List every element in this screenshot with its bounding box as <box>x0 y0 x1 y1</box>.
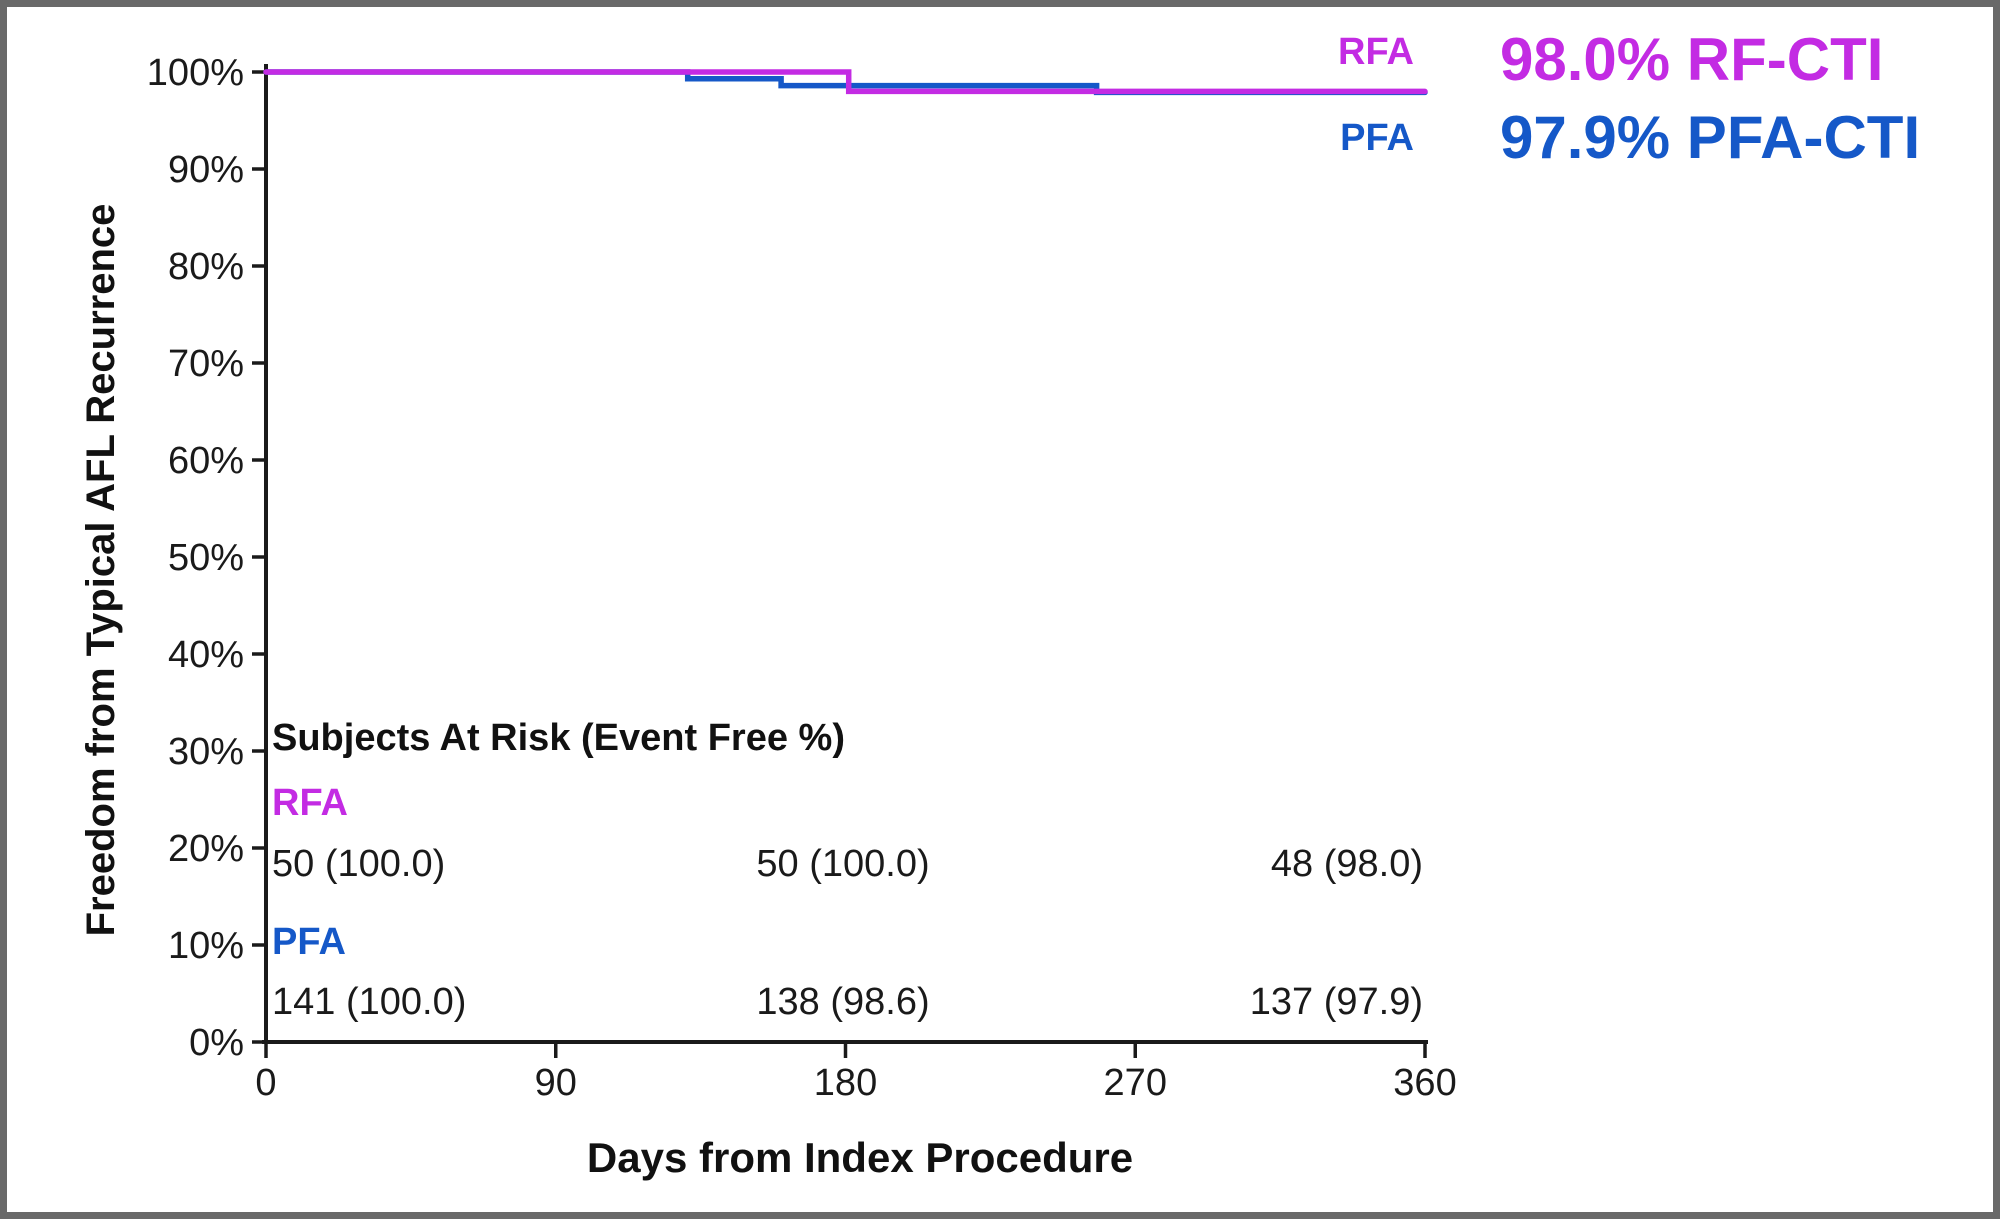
y-tick-label: 90% <box>168 149 244 191</box>
risk-rfa-value-day360: 48 (98.0) <box>1271 843 1423 885</box>
y-tick-label: 0% <box>189 1022 244 1064</box>
x-tick-label: 360 <box>1393 1062 1456 1104</box>
y-axis-title: Freedom from Typical AFL Recurrence <box>79 204 123 937</box>
y-tick-label: 40% <box>168 634 244 676</box>
y-tick-label: 10% <box>168 925 244 967</box>
risk-pfa-value-day0: 141 (100.0) <box>272 981 466 1023</box>
y-tick-label: 60% <box>168 440 244 482</box>
risk-rfa-value-day0: 50 (100.0) <box>272 843 445 885</box>
x-tick-label: 0 <box>255 1062 276 1104</box>
legend-rfa-label: RFA <box>1338 31 1414 73</box>
risk-row-rfa-label: RFA <box>272 782 348 824</box>
y-tick-label: 70% <box>168 343 244 385</box>
km-curve-rfa <box>263 69 1428 95</box>
annotation-pfa-value: 97.9% PFA-CTI <box>1500 104 1920 171</box>
risk-rfa-value-day180: 50 (100.0) <box>756 843 929 885</box>
legend-pfa-label: PFA <box>1340 117 1414 159</box>
x-tick-label: 270 <box>1104 1062 1167 1104</box>
km-curves <box>263 69 1428 96</box>
risk-pfa-value-day360: 137 (97.9) <box>1250 981 1423 1023</box>
x-tick-label: 180 <box>814 1062 877 1104</box>
y-tick-label: 80% <box>168 246 244 288</box>
annotation-rfa-value: 98.0% RF-CTI <box>1500 26 1883 93</box>
axes: 0% 10% 20% 30% 40% 50% 60% 70% 80% 90% 100% 0 90 180 2… <box>147 52 1457 1104</box>
y-tick-label: 20% <box>168 828 244 870</box>
y-tick-label: 30% <box>168 731 244 773</box>
risk-table-title: Subjects At Risk (Event Free %) <box>272 717 845 759</box>
risk-pfa-value-day180: 138 (98.6) <box>756 981 929 1023</box>
x-tick-label: 90 <box>535 1062 577 1104</box>
risk-row-pfa-label: PFA <box>272 921 346 963</box>
x-axis-title: Days from Index Procedure <box>587 1134 1133 1181</box>
y-tick-label: 50% <box>168 537 244 579</box>
y-tick-label: 100% <box>147 52 244 94</box>
